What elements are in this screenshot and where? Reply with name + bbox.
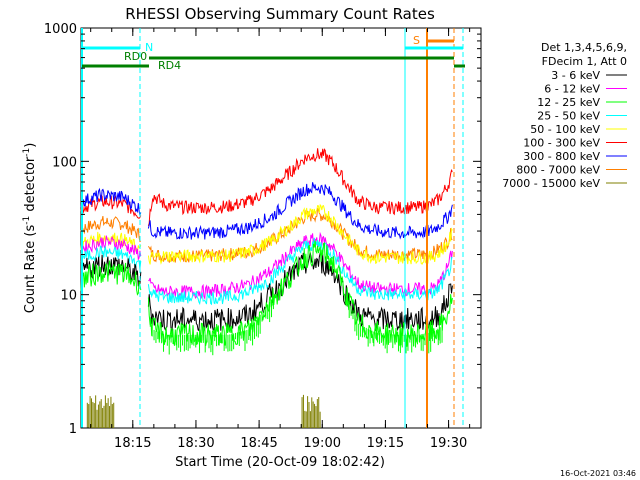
attenuator-bars (86, 394, 321, 428)
saa-night-lines: N S RD0 RD4 (81, 28, 465, 428)
series-line (80, 237, 453, 306)
x-tick-label: 18:15 (114, 436, 151, 451)
series-line (80, 182, 453, 240)
y-axis-label-part3: ) (23, 143, 38, 148)
series-group (80, 148, 453, 356)
saa-label-n: N (145, 41, 153, 54)
legend-label: 800 - 7000 keV (516, 164, 600, 177)
y-axis-label-part1: Count Rate (s (23, 225, 38, 314)
series-line (80, 231, 453, 301)
rd-label-0: RD0 (124, 50, 147, 63)
x-tick-label: 19:30 (430, 436, 467, 451)
legend-label: 7000 - 15000 keV (502, 177, 600, 190)
legend-label: 300 - 800 keV (523, 150, 600, 163)
legend-label: 25 - 50 keV (537, 110, 600, 123)
y-tick-label: 10 (60, 289, 77, 304)
legend: Det 1,3,4,5,6,9, FDecim 1, Att 0 3 - 6 k… (502, 41, 627, 190)
legend-label: 100 - 300 keV (523, 137, 600, 150)
series-line (80, 148, 453, 227)
axes-group: 1 10 100 1000 18:15 18:30 18:45 19:00 19:15 19:30 (44, 22, 481, 451)
legend-header-line2: FDecim 1, Att 0 (542, 55, 627, 68)
y-axis-label-sup1: -1 (22, 216, 32, 225)
legend-label: 50 - 100 keV (530, 123, 600, 136)
y-axis-label-sup2: -1 (22, 148, 32, 157)
legend-label: 12 - 25 keV (537, 96, 600, 109)
saa-label-s: S (413, 34, 420, 47)
x-tick-label: 19:00 (304, 436, 341, 451)
x-tick-label: 18:45 (240, 436, 277, 451)
x-axis-label: Start Time (20-Oct-09 18:02:42) (175, 455, 385, 470)
y-tick-label: 100 (52, 155, 77, 170)
legend-header-line1: Det 1,3,4,5,6,9, (541, 41, 627, 54)
rd-label-4: RD4 (158, 59, 181, 72)
y-axis-label-part2: detector (23, 156, 38, 216)
chart-title: RHESSI Observing Summary Count Rates (125, 5, 435, 23)
legend-label: 6 - 12 keV (544, 83, 600, 96)
y-axis-label: Count Rate (s-1 detector-1) (22, 143, 38, 314)
x-tick-label: 19:15 (367, 436, 404, 451)
y-tick-label: 1 (69, 422, 77, 437)
legend-label: 3 - 6 keV (551, 69, 600, 82)
timestamp: 16-Oct-2021 03:46 (560, 469, 636, 478)
x-tick-label: 18:30 (177, 436, 214, 451)
y-tick-label: 1000 (44, 22, 77, 37)
